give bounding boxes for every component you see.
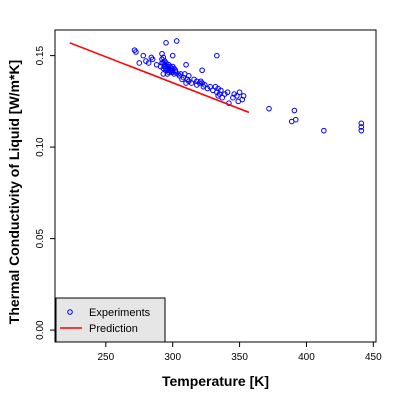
- legend-label-experiments: Experiments: [89, 307, 151, 319]
- y-tick-label: 0.15: [35, 45, 46, 65]
- experiment-point: [216, 91, 223, 97]
- experiment-point: [321, 127, 327, 134]
- experiment-point: [149, 56, 156, 63]
- legend-label-prediction: Prediction: [89, 323, 138, 335]
- experiment-point: [160, 54, 167, 61]
- experiment-point: [202, 82, 208, 88]
- x-tick-label: 250: [97, 352, 114, 363]
- prediction-line: [69, 42, 250, 114]
- experiment-point: [214, 52, 220, 59]
- y-axis-title: Thermal Conductivity of Liquid [W/m*K]: [6, 60, 22, 324]
- experiment-point: [140, 52, 147, 59]
- x-tick-label: 350: [231, 352, 248, 363]
- x-tick-label: 300: [164, 352, 181, 363]
- experiment-point: [218, 87, 224, 94]
- experiment-point: [207, 83, 213, 90]
- experiment-point: [160, 71, 167, 77]
- experiment-point: [163, 40, 169, 46]
- experiments-points: [131, 38, 365, 134]
- experiment-point: [172, 67, 179, 74]
- prediction-line-layer: [69, 42, 250, 114]
- experiment-point: [159, 50, 165, 57]
- y-axis: 0.00 0.05 0.10 0.15: [35, 45, 55, 340]
- experiment-point: [145, 60, 152, 66]
- y-tick-label: 0.10: [35, 137, 46, 157]
- experiment-point: [173, 38, 180, 44]
- experiment-point: [133, 49, 139, 55]
- experiment-point: [219, 94, 225, 101]
- experiment-point: [188, 80, 195, 86]
- legend-box: [55, 297, 166, 343]
- experiment-point: [169, 52, 176, 59]
- experiment-point: [292, 116, 299, 123]
- x-tick-label: 450: [365, 352, 382, 363]
- x-axis: 250 300 350 400 450: [97, 342, 382, 363]
- experiment-point: [358, 127, 365, 134]
- experiment-point: [177, 71, 184, 77]
- experiment-point: [291, 107, 298, 114]
- experiment-point: [358, 124, 365, 130]
- legend-marker-experiments: [67, 309, 73, 315]
- experiment-point: [136, 60, 143, 66]
- experiment-point: [183, 61, 189, 68]
- experiment-point: [239, 96, 246, 103]
- experiment-point: [185, 72, 192, 79]
- y-tick-label: 0.05: [35, 228, 46, 248]
- x-tick-label: 400: [298, 352, 315, 363]
- experiment-point: [236, 89, 243, 96]
- experiment-point: [240, 93, 247, 99]
- plot-frame: [54, 29, 377, 343]
- experiment-point: [234, 93, 240, 99]
- experiment-point: [266, 105, 272, 112]
- experiment-point: [224, 89, 231, 96]
- x-axis-title: Temperature [K]: [162, 373, 269, 389]
- legend: Experiments Prediction: [55, 297, 166, 343]
- y-tick-label: 0.00: [35, 320, 46, 340]
- experiment-point: [358, 120, 365, 127]
- experiment-point: [199, 67, 205, 74]
